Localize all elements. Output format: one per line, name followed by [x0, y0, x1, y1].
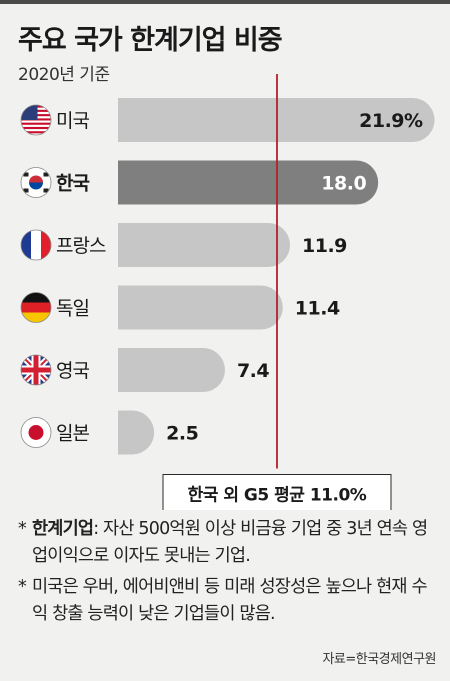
jp-flag-icon-outline [20, 417, 52, 448]
taegeuk-blue [29, 182, 44, 190]
bar-chart: 미국 21.9% 한국 18.0 프랑스 11.9 독일 11.4 영국 7.4 일본 2.5 한국 외… [20, 74, 435, 510]
de-flag-icon [21, 292, 51, 323]
chart-subtitle: 2020년 기준 [18, 65, 110, 85]
bar-row: 미국 21.9% [20, 98, 435, 142]
top-rule [0, 0, 450, 4]
flag-red [21, 302, 51, 313]
source-credit: 자료=한국경제연구원 [322, 652, 436, 667]
gb-flag-icon-outline [20, 354, 52, 386]
flag-stripe [21, 122, 51, 125]
bar [118, 348, 225, 392]
category-label: 한국 [56, 173, 89, 195]
trigram [43, 172, 49, 177]
flag-stripe [21, 126, 51, 130]
data-label: 2.5 [166, 423, 198, 445]
bar-row: 한국 18.0 [20, 160, 379, 205]
flag-canton [21, 105, 38, 120]
flag-blue [21, 230, 31, 260]
flag-sun [28, 425, 44, 440]
data-label: 11.9 [302, 235, 347, 257]
note-text: 미국은 우버, 에어비앤비 등 미래 성장성은 높으나 현재 수익 창출 능력이… [32, 577, 428, 624]
chart-title: 주요 국가 한계기업 비중 [18, 25, 283, 56]
data-label: 7.4 [237, 360, 269, 382]
flag-stripe [21, 131, 51, 134]
category-label: 영국 [56, 360, 89, 382]
fr-flag-icon [21, 230, 51, 260]
trigram [43, 188, 49, 193]
bar-row: 프랑스 11.9 [20, 223, 347, 267]
kr-flag-icon-outline [20, 167, 52, 198]
reference-label-box [162, 474, 392, 510]
flag-white [31, 230, 41, 260]
note-mark: * [18, 577, 27, 597]
kr-flag-icon [21, 167, 51, 198]
category-label: 미국 [56, 110, 89, 132]
bar [118, 223, 291, 267]
jp-flag-icon [21, 417, 51, 448]
us-flag-icon-outline [20, 104, 52, 136]
fr-flag-icon-outline [20, 229, 52, 261]
bar [118, 160, 379, 205]
bar [118, 410, 155, 455]
note-2: * 미국은 우버, 에어비앤비 등 미래 성장성은 높으나 현재 수익 창출 능력… [18, 574, 438, 628]
note-mark: * [18, 519, 27, 539]
note-term: 한계기업 [32, 519, 94, 539]
taegeuk-red [29, 175, 44, 183]
de-flag-icon-outline [20, 292, 52, 323]
trigram [23, 188, 29, 193]
reference-label: 한국 외 G5 평균 11.0% [188, 486, 367, 506]
notes: * 한계기업: 자산 500억원 이상 비금융 기업 중 3년 연속 영업이익으로… [18, 516, 438, 632]
cross-red [21, 355, 51, 385]
trigram [23, 172, 29, 177]
bar-row: 영국 7.4 [20, 348, 270, 392]
category-label: 일본 [56, 423, 89, 445]
data-label: 21.9% [359, 110, 423, 132]
flag-red [41, 230, 51, 260]
us-flag-icon [21, 105, 51, 135]
flag-gold [21, 312, 51, 323]
bar-row: 일본 2.5 [20, 410, 199, 455]
bar-row: 독일 11.4 [20, 285, 340, 330]
data-label: 11.4 [295, 298, 340, 320]
category-label: 독일 [56, 298, 89, 320]
data-label: 18.0 [321, 173, 366, 195]
flag-black [21, 292, 51, 303]
bar [118, 285, 283, 330]
gb-flag-icon [21, 355, 51, 385]
category-label: 프랑스 [56, 235, 106, 257]
note-1: * 한계기업: 자산 500억원 이상 비금융 기업 중 3년 연속 영업이익으로… [18, 516, 438, 570]
note-text: : 자산 500억원 이상 비금융 기업 중 3년 연속 영업이익으로 이자도 … [32, 519, 428, 566]
